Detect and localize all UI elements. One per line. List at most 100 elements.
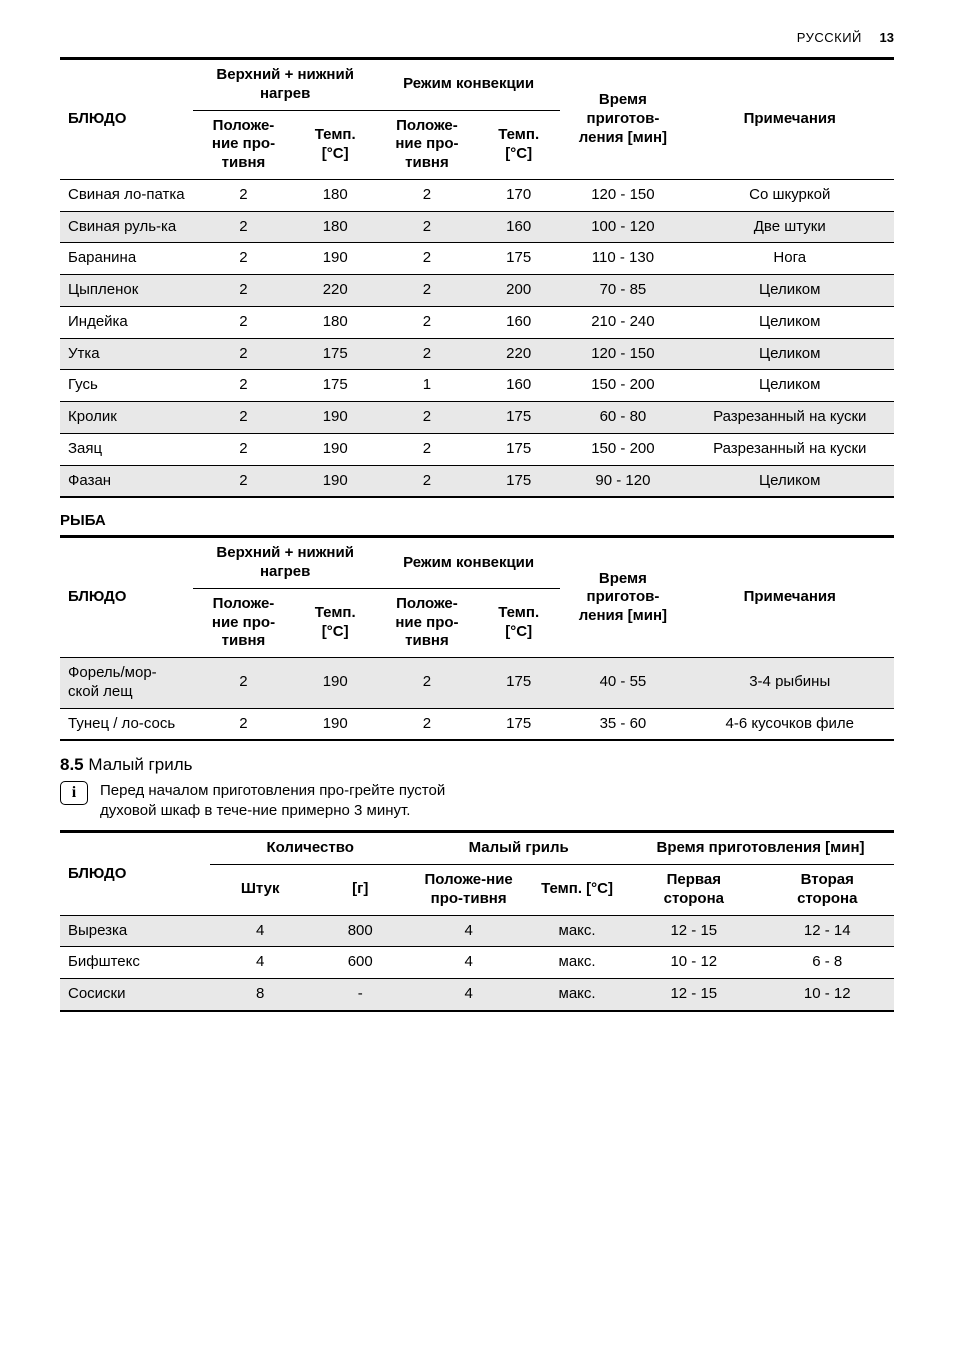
subsection-number: 8.5: [60, 755, 84, 774]
cell-note: Разрезанный на куски: [685, 402, 894, 434]
cell-pos1: 2: [193, 433, 293, 465]
cell-pos1: 2: [193, 465, 293, 497]
cell-temp1: 180: [294, 306, 377, 338]
cell-temp1: 175: [294, 338, 377, 370]
cell-time: 120 - 150: [560, 338, 685, 370]
col-grill: Малый гриль: [410, 832, 627, 865]
cell-temp2: 170: [477, 179, 560, 211]
cell-time: 100 - 120: [560, 211, 685, 243]
cell-pos1: 2: [193, 708, 293, 740]
cell-dish: Баранина: [60, 243, 193, 275]
table-row: Вырезка48004макс.12 - 1512 - 14: [60, 915, 894, 947]
cell-pos2: 2: [377, 465, 477, 497]
cell-time: 35 - 60: [560, 708, 685, 740]
cell-note: 3-4 рыбины: [685, 658, 894, 709]
cell-temp: макс.: [527, 979, 627, 1011]
cell-time: 150 - 200: [560, 433, 685, 465]
col-convection: Режим конвекции: [377, 537, 560, 589]
cell-pos2: 2: [377, 211, 477, 243]
cell-temp2: 175: [477, 243, 560, 275]
cooking-table-meat: БЛЮДО Верхний + нижний нагрев Режим конв…: [60, 57, 894, 498]
header-page-number: 13: [880, 30, 894, 45]
col-temp2: Темп. [°C]: [477, 588, 560, 657]
cell-pos: 4: [410, 947, 527, 979]
cell-note: Две штуки: [685, 211, 894, 243]
cell-pos1: 2: [193, 658, 293, 709]
cell-side2: 12 - 14: [761, 915, 894, 947]
cell-temp1: 190: [294, 708, 377, 740]
table-row: Свиная ло-патка21802170120 - 150Со шкурк…: [60, 179, 894, 211]
cell-dish: Цыпленок: [60, 275, 193, 307]
col-dish: БЛЮДО: [60, 59, 193, 180]
cell-note: Целиком: [685, 275, 894, 307]
col-convection: Режим конвекции: [377, 59, 560, 111]
cell-pos2: 1: [377, 370, 477, 402]
info-text: Перед началом приготовления про-грейте п…: [100, 781, 460, 820]
cell-temp1: 190: [294, 433, 377, 465]
col-pos2: Положе-ние про-тивня: [377, 110, 477, 179]
col-second: Вторая сторона: [761, 865, 894, 916]
cell-temp1: 180: [294, 179, 377, 211]
subsection-title: Малый гриль: [88, 755, 192, 774]
cell-note: Целиком: [685, 370, 894, 402]
col-temp: Темп. [°C]: [527, 865, 627, 916]
cell-dish: Гусь: [60, 370, 193, 402]
col-pos: Положе-ние про-тивня: [410, 865, 527, 916]
col-topbottom: Верхний + нижний нагрев: [193, 537, 376, 589]
table-row: Фазан2190217590 - 120Целиком: [60, 465, 894, 497]
cell-pos1: 2: [193, 275, 293, 307]
info-callout: i Перед началом приготовления про-грейте…: [60, 781, 894, 820]
cell-note: Нога: [685, 243, 894, 275]
cell-pos1: 2: [193, 211, 293, 243]
cell-grams: 800: [310, 915, 410, 947]
header-language: РУССКИЙ: [797, 30, 862, 45]
col-pos1: Положе-ние про-тивня: [193, 110, 293, 179]
col-time: Время приготовления [мин]: [627, 832, 894, 865]
cell-pos: 4: [410, 979, 527, 1011]
cell-pcs: 4: [210, 947, 310, 979]
cell-pos2: 2: [377, 179, 477, 211]
cell-pos1: 2: [193, 338, 293, 370]
cell-pos1: 2: [193, 179, 293, 211]
cell-pos2: 2: [377, 306, 477, 338]
cell-side1: 12 - 15: [627, 979, 760, 1011]
table-row: Баранина21902175110 - 130Нога: [60, 243, 894, 275]
table-row: Свиная руль-ка21802160100 - 120Две штуки: [60, 211, 894, 243]
cell-side1: 10 - 12: [627, 947, 760, 979]
cell-temp1: 190: [294, 243, 377, 275]
table-row: Цыпленок2220220070 - 85Целиком: [60, 275, 894, 307]
cell-dish: Тунец / ло-сось: [60, 708, 193, 740]
cell-dish: Утка: [60, 338, 193, 370]
cell-side1: 12 - 15: [627, 915, 760, 947]
col-notes: Примечания: [685, 537, 894, 658]
page-header: РУССКИЙ 13: [60, 30, 894, 45]
cell-pos2: 2: [377, 658, 477, 709]
cell-time: 120 - 150: [560, 179, 685, 211]
cell-dish: Свиная руль-ка: [60, 211, 193, 243]
cell-temp1: 220: [294, 275, 377, 307]
cell-pos2: 2: [377, 402, 477, 434]
col-qty: Количество: [210, 832, 410, 865]
cell-time: 210 - 240: [560, 306, 685, 338]
col-first: Первая сторона: [627, 865, 760, 916]
cell-pos1: 2: [193, 402, 293, 434]
cell-grams: -: [310, 979, 410, 1011]
cell-pos2: 2: [377, 338, 477, 370]
cell-time: 60 - 80: [560, 402, 685, 434]
col-grams: [г]: [310, 865, 410, 916]
table-row: Сосиски8-4макс.12 - 1510 - 12: [60, 979, 894, 1011]
cell-side2: 6 - 8: [761, 947, 894, 979]
cooking-table-fish: БЛЮДО Верхний + нижний нагрев Режим конв…: [60, 535, 894, 741]
cell-dish: Свиная ло-патка: [60, 179, 193, 211]
table-row: Гусь21751160150 - 200Целиком: [60, 370, 894, 402]
col-temp1: Темп. [°C]: [294, 110, 377, 179]
table-row: Заяц21902175150 - 200Разрезанный на куск…: [60, 433, 894, 465]
cooking-table-grill: БЛЮДО Количество Малый гриль Время приго…: [60, 830, 894, 1012]
cell-temp2: 160: [477, 211, 560, 243]
cell-note: Целиком: [685, 306, 894, 338]
cell-time: 70 - 85: [560, 275, 685, 307]
cell-pos1: 2: [193, 370, 293, 402]
cell-time: 150 - 200: [560, 370, 685, 402]
cell-temp2: 160: [477, 306, 560, 338]
cell-note: Целиком: [685, 465, 894, 497]
